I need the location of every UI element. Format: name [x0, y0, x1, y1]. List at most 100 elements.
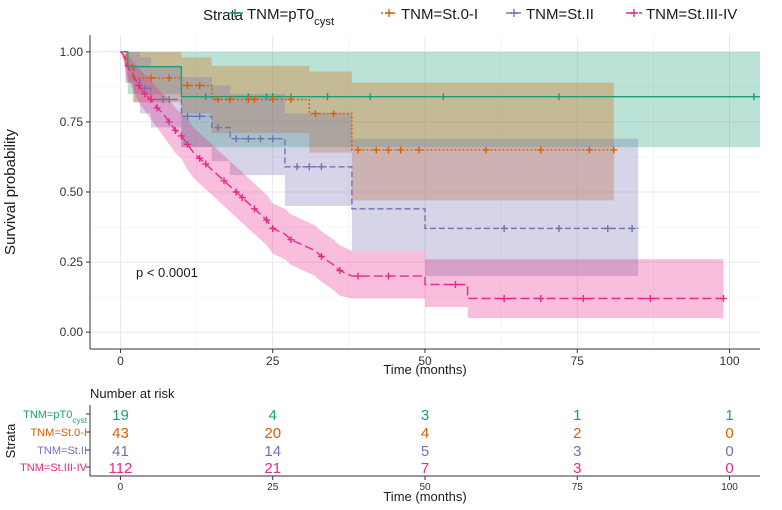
risk-row-label-1: TNM=St.0-I [30, 427, 87, 439]
y-tick-label: 0.25 [60, 255, 84, 269]
censor-mark-3 [196, 154, 204, 162]
censor-mark-1 [147, 74, 155, 82]
censor-mark-1 [250, 95, 258, 103]
y-axis-ticks: 0.00 0.25 0.50 0.75 1.00 [60, 45, 90, 339]
censor-mark-1 [610, 146, 618, 154]
censor-mark-0 [439, 93, 447, 101]
legend-label-0: TNM=pT0cyst [247, 6, 335, 28]
censor-mark-3 [336, 267, 344, 274]
risk-count-0-3: 1 [573, 407, 581, 424]
y-tick-label: 0.50 [60, 185, 84, 199]
label-main: TNM=St.II [37, 445, 87, 457]
censor-mark-2 [317, 163, 325, 171]
x-tick-label: 100 [720, 354, 740, 368]
censor-mark-3 [183, 140, 191, 148]
censor-mark-3 [171, 126, 179, 134]
risk-count-2-0: 41 [112, 443, 129, 460]
censor-mark-2 [232, 135, 240, 143]
censor-mark-2 [293, 163, 301, 171]
risk-x-tick-label: 25 [267, 482, 279, 493]
risk-x-tick-label: 50 [419, 482, 431, 493]
y-tick-label: 0.75 [60, 115, 84, 129]
confidence-band-3 [120, 51, 724, 319]
censor-mark-3 [147, 95, 155, 103]
x-axis-label: Time (months) [383, 362, 466, 377]
risk-table: Number at risk TNM=pT0cyst 19 4 3 1 1 TNM=St.0… [3, 386, 760, 504]
legend-marker-2 [510, 9, 518, 17]
legend-label-3: TNM=St.III-IV [646, 6, 737, 23]
risk-count-0-4: 1 [725, 407, 733, 424]
y-tick-label: 1.00 [60, 45, 84, 59]
risk-x-axis-ticks: 0 25 50 75 100 [118, 476, 738, 493]
confidence-bands [120, 51, 761, 319]
risk-row-label-3: TNM=St.III-IV [20, 462, 88, 474]
legend-marker-1 [385, 9, 393, 17]
y-axis-label: Survival probability [2, 129, 19, 255]
censor-mark-0 [750, 93, 758, 101]
risk-count-1-2: 4 [421, 425, 429, 442]
survival-plot: 0.00 0.25 0.50 0.75 1.00 0 25 50 75 100 p < 0.00… [2, 35, 761, 377]
censor-mark-0 [202, 93, 210, 101]
censor-mark-3 [153, 104, 161, 112]
censor-mark-1 [269, 95, 277, 103]
censor-marks [135, 74, 758, 303]
risk-y-axis-label: Strata [3, 423, 18, 458]
label-main: TNM=St.II [526, 6, 594, 23]
censor-mark-1 [214, 95, 222, 103]
censor-mark-3 [238, 194, 246, 202]
label-main: TNM=St.III-IV [646, 6, 737, 23]
censor-mark-2 [159, 95, 167, 103]
legend-marker-3 [630, 9, 638, 17]
label-main: TNM=St.III-IV [20, 462, 88, 474]
survival-curve-0 [120, 51, 760, 98]
censor-mark-3 [451, 281, 459, 289]
risk-count-2-3: 3 [573, 443, 581, 460]
censor-mark-3 [202, 160, 210, 168]
legend-items: TNM=pT0cyst TNM=St.0-I TNM=St.II TNM=St.III… [227, 6, 737, 28]
censor-mark-2 [604, 224, 612, 232]
censor-mark-3 [719, 295, 727, 303]
label-subscript: cyst [314, 16, 335, 28]
censor-mark-1 [183, 81, 191, 89]
censor-mark-1 [415, 146, 423, 154]
censor-mark-2 [244, 135, 252, 143]
risk-count-2-1: 14 [264, 443, 281, 460]
label-main: TNM=St.0-I [401, 6, 478, 23]
censor-mark-3 [287, 236, 295, 244]
censor-mark-3 [537, 295, 545, 303]
risk-row-label-0: TNM=pT0cyst [23, 409, 88, 425]
risk-table-title: Number at risk [90, 386, 175, 401]
confidence-band-2 [120, 51, 639, 277]
censor-mark-3 [646, 295, 654, 303]
confidence-band-1 [120, 51, 614, 201]
y-tick-label: 0.00 [60, 325, 84, 339]
censor-mark-1 [226, 95, 234, 103]
censor-mark-1 [354, 146, 362, 154]
censor-mark-1 [330, 110, 338, 117]
risk-count-3-3: 3 [573, 460, 581, 477]
legend-label-1: TNM=St.0-I [401, 6, 478, 23]
censor-mark-1 [537, 146, 545, 154]
label-main: TNM=St.0-I [30, 427, 87, 439]
censor-mark-3 [177, 132, 185, 140]
x-tick-label: 50 [418, 354, 432, 368]
censor-mark-2 [165, 95, 173, 103]
censor-mark-1 [196, 81, 204, 89]
risk-count-2-4: 0 [725, 443, 733, 460]
censor-mark-3 [220, 177, 228, 185]
label-subscript: cyst [72, 416, 87, 425]
risk-count-3-2: 7 [421, 460, 429, 477]
censor-mark-3 [165, 118, 173, 126]
censor-mark-1 [372, 146, 380, 154]
censor-mark-1 [384, 146, 392, 154]
risk-row-label-2: TNM=St.II [37, 445, 87, 457]
censor-mark-2 [183, 112, 191, 120]
risk-count-0-0: 19 [112, 407, 129, 424]
legend: Strata TNM=pT0cyst TNM=St.0-I TNM=St.II TNM… [203, 6, 737, 28]
censor-mark-3 [354, 272, 362, 280]
censor-mark-3 [269, 224, 277, 232]
label-main: TNM=pT0 [23, 409, 72, 421]
p-value-annotation: p < 0.0001 [136, 265, 198, 280]
censor-mark-2 [500, 224, 508, 232]
